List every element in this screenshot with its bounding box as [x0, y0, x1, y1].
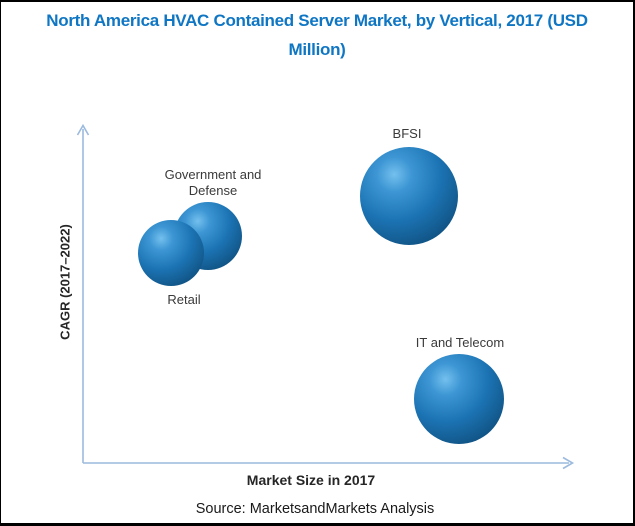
source-note: Source: MarketsandMarkets Analysis	[195, 501, 435, 517]
bubble-label-it-and-telecom: IT and Telecom	[415, 335, 505, 350]
bubble-label-retail: Retail	[167, 292, 201, 307]
x-axis	[83, 456, 575, 470]
bubble-it-and-telecom	[414, 354, 504, 444]
chart-title: North America HVAC Contained Server Mark…	[1, 6, 633, 64]
bubble-retail	[138, 220, 204, 286]
y-axis	[76, 123, 90, 463]
y-axis-label: CAGR (2017–2022)	[57, 224, 73, 340]
bubble-label-bfsi: BFSI	[392, 126, 422, 141]
bubble-label-government-and-defense: Government and Defense	[164, 167, 262, 198]
x-axis-label: Market Size in 2017	[246, 472, 376, 488]
chart-title-line1: North America HVAC Contained Server Mark…	[46, 11, 588, 30]
chart-title-line2: Million)	[288, 40, 346, 59]
bubble-bfsi	[360, 147, 458, 245]
